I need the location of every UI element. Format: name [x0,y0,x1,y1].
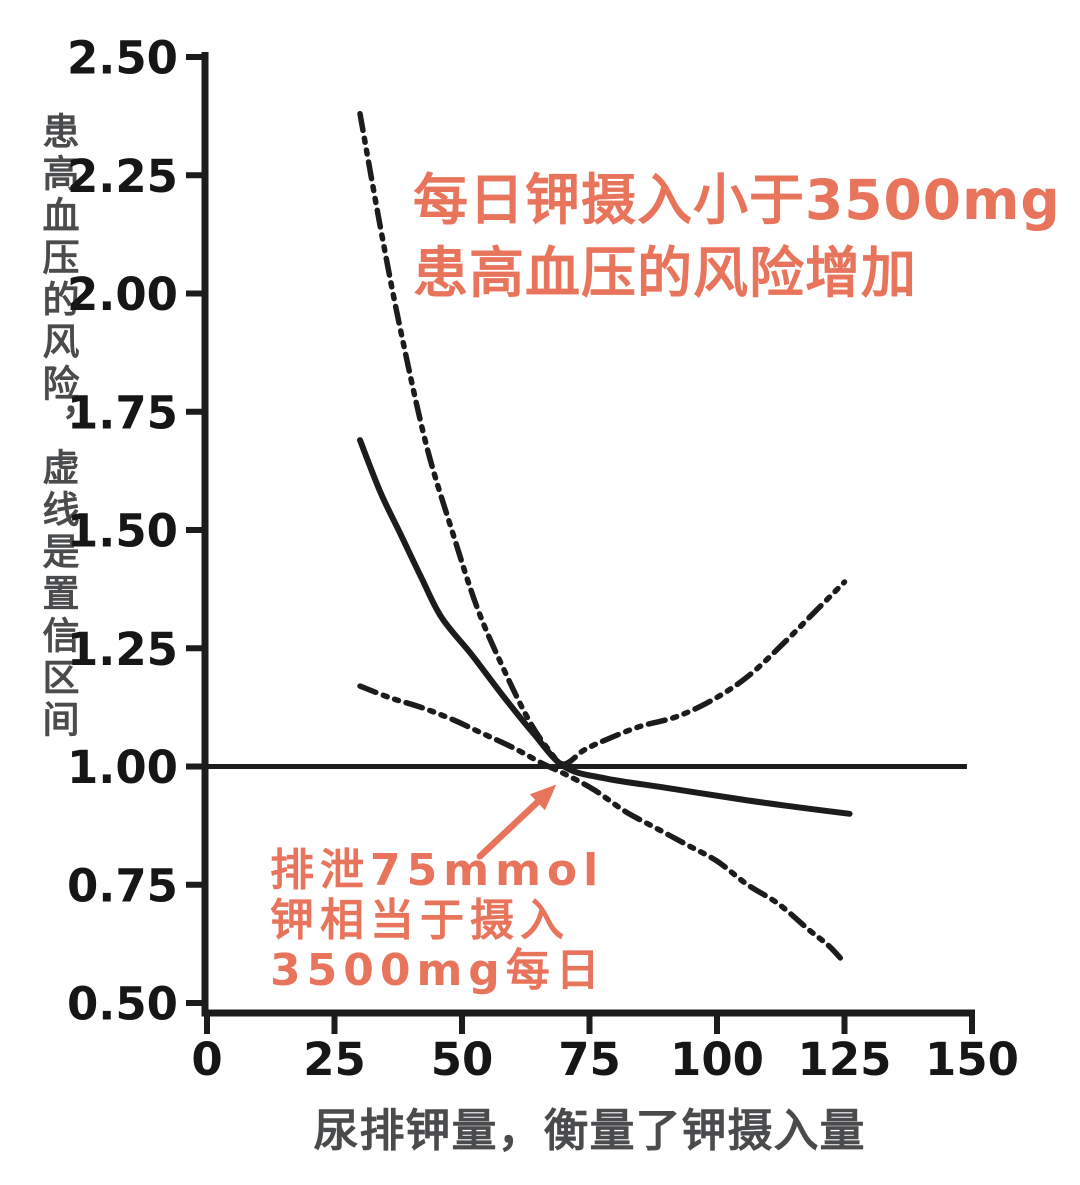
y-tick-label: 2.50 [67,32,178,85]
annotation-high-risk-line-1: 每日钾摄入小于3500mg [413,168,1061,232]
annotation-high-risk-line-2: 患高血压的风险增加 [413,241,918,305]
x-tick-label: 0 [191,1033,222,1086]
y-tick-label: 1.50 [67,505,178,558]
risk-curve-solid [357,437,853,817]
annotation-high-risk-note: 每日钾摄入小于3500mg 患高血压的风险增加 [413,164,1061,310]
x-tick-label: 150 [925,1033,1019,1086]
y-tick-label: 1.25 [67,623,178,676]
x-tick-label: 125 [798,1033,892,1086]
y-tick-label: 1.75 [67,386,178,439]
y-tick-label: 2.25 [67,150,178,203]
annotation-equivalence-line-3: 3500mg每日 [270,945,606,996]
x-tick-label: 100 [670,1033,764,1086]
ci-lower-curve [357,683,848,966]
annotation-equivalence-line-2: 钾相当于摄入 [270,895,570,946]
ci-upper-curve [357,111,848,767]
y-tick-label: 0.75 [67,859,178,912]
annotation-equivalence-note: 排泄75mmol 钾相当于摄入 3500mg每日 [270,846,606,996]
annotation-arrow-shaft [476,794,546,860]
annotation-equivalence-line-1: 排泄75mmol [270,845,605,896]
y-axis-title: 患高血压的风险，虚线是置信区间 [36,112,79,742]
x-tick-label: 25 [303,1033,366,1086]
y-tick-label: 2.00 [67,268,178,321]
x-tick-label: 75 [558,1033,621,1086]
y-tick-label: 1.00 [67,741,178,794]
x-axis-title: 尿排钾量，衡量了钾摄入量 [313,1104,866,1157]
x-tick-label: 50 [431,1033,494,1086]
y-tick-label: 0.50 [67,978,178,1031]
annotation-arrow-head [529,784,557,811]
